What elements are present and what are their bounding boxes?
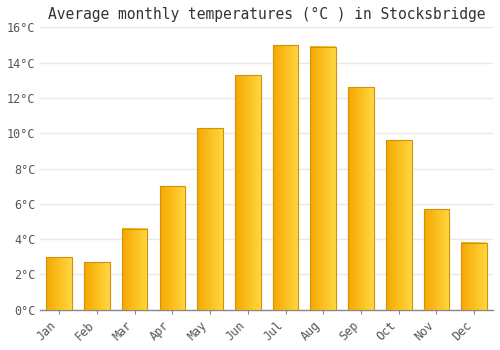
Bar xyxy=(122,229,148,310)
Bar xyxy=(160,186,185,310)
Bar xyxy=(462,243,487,310)
Bar xyxy=(46,257,72,310)
Bar xyxy=(272,45,298,310)
Bar xyxy=(386,140,411,310)
Bar xyxy=(84,262,110,310)
Title: Average monthly temperatures (°C ) in Stocksbridge: Average monthly temperatures (°C ) in St… xyxy=(48,7,486,22)
Bar xyxy=(198,128,223,310)
Bar xyxy=(310,47,336,310)
Bar xyxy=(424,209,450,310)
Bar xyxy=(348,87,374,310)
Bar xyxy=(235,75,260,310)
